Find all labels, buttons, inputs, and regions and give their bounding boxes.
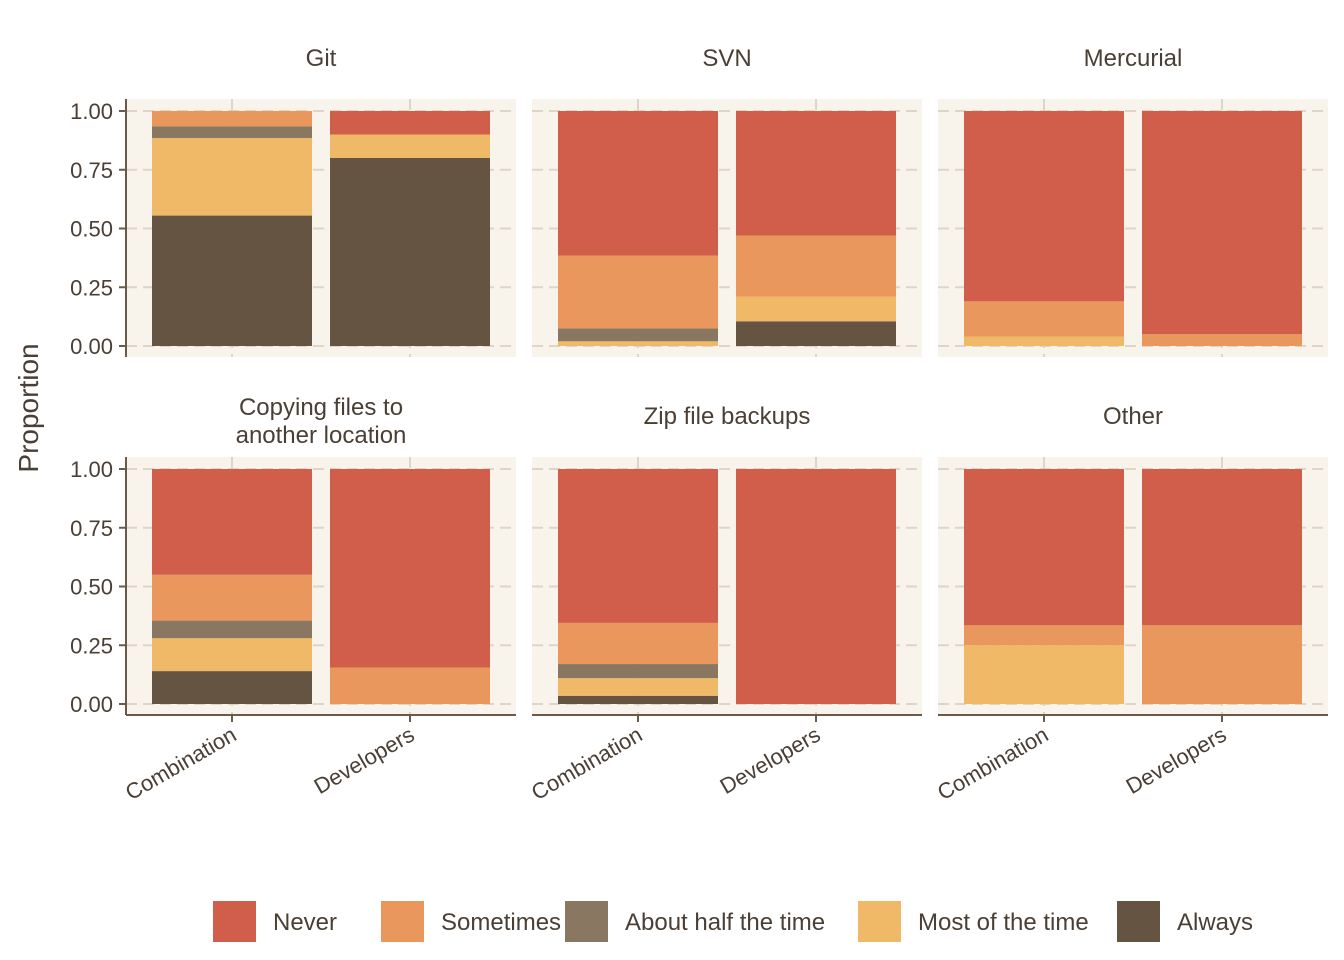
bar-segment-most-of-the-time-developers [330, 134, 490, 158]
legend-item-about-half-the-time: About half the time [565, 901, 825, 942]
bar-segment-never-combination [558, 111, 718, 256]
legend: Never Sometimes About half the time Most of… [213, 901, 1253, 942]
bar-segment-most-of-the-time-combination [152, 638, 312, 672]
bar-segment-sometimes-developers [1142, 625, 1302, 704]
bar-segment-about-half-the-time-combination [558, 664, 718, 679]
x-tick-label: Developers [310, 722, 419, 799]
bar-segment-sometimes-developers [736, 235, 896, 297]
bar-segment-always-developers [736, 321, 896, 346]
panel-title: Other [1103, 403, 1163, 430]
y-tick-label: 1.00 [70, 457, 113, 482]
bar-segment-most-of-the-time-developers [736, 296, 896, 322]
legend-item-always: Always [1117, 901, 1253, 942]
bar-segment-about-half-the-time-combination [152, 126, 312, 139]
legend-label: Most of the time [918, 909, 1089, 936]
bar-segment-never-combination [964, 469, 1124, 626]
legend-label: Sometimes [441, 909, 561, 936]
y-tick-label: 0.75 [70, 158, 113, 183]
legend-item-never: Never [213, 901, 337, 942]
bar-segment-sometimes-combination [152, 111, 312, 127]
y-axis-label: Proportion [13, 343, 44, 472]
legend-swatch [381, 901, 424, 942]
bar-segment-sometimes-combination [964, 301, 1124, 337]
bar-segment-sometimes-developers [1142, 334, 1302, 346]
panel-3: Mercurial [938, 45, 1328, 357]
legend-label: Never [273, 909, 337, 936]
x-tick-label: Developers [1122, 722, 1231, 799]
bar-segment-most-of-the-time-combination [964, 645, 1124, 704]
y-tick-label: 0.50 [70, 575, 113, 600]
x-axis: Combination Developers Combination Develope… [121, 714, 1328, 805]
legend-swatch [565, 901, 608, 942]
panel-title: Zip file backups [644, 403, 811, 430]
bar-segment-always-developers [330, 158, 490, 346]
legend-swatch [1117, 901, 1160, 942]
x-tick-label: Combination [527, 722, 646, 805]
bar-segment-never-developers [1142, 111, 1302, 335]
bar-segment-most-of-the-time-combination [964, 336, 1124, 346]
bar-segment-never-combination [964, 111, 1124, 302]
bar-segment-never-combination [152, 469, 312, 575]
y-tick-label: 0.75 [70, 516, 113, 541]
legend-item-most-of-the-time: Most of the time [858, 901, 1089, 942]
legend-label: About half the time [625, 909, 825, 936]
y-tick-label: 0.50 [70, 217, 113, 242]
legend-item-sometimes: Sometimes [381, 901, 561, 942]
chart-panels: Git SVN Mercurial Copying files to another l… [126, 45, 1328, 715]
legend-swatch [858, 901, 901, 942]
bar-segment-most-of-the-time-combination [558, 341, 718, 346]
bar-segment-sometimes-combination [152, 574, 312, 621]
bar-segment-sometimes-combination [558, 622, 718, 665]
x-tick-label: Combination [121, 722, 240, 805]
bar-segment-sometimes-developers [330, 667, 490, 704]
bar-segment-sometimes-combination [558, 255, 718, 329]
y-axis: 0.00 0.25 0.50 0.75 1.00 0.00 0.25 0.50 0.75 1.00 [70, 99, 127, 717]
x-tick-label: Developers [716, 722, 825, 799]
panel-6: Other [938, 403, 1328, 715]
legend-label: Always [1177, 909, 1253, 936]
bar-segment-never-developers [736, 469, 896, 704]
panel-2: SVN [532, 45, 922, 357]
y-tick-label: 0.25 [70, 275, 113, 300]
panel-5: Zip file backups [532, 403, 922, 715]
panel-title: Copying files to another location [236, 394, 407, 449]
bar-segment-sometimes-combination [964, 625, 1124, 646]
x-tick-label: Combination [933, 722, 1052, 805]
bar-segment-always-combination [152, 671, 312, 704]
y-tick-label: 0.00 [70, 334, 113, 359]
y-tick-label: 0.00 [70, 692, 113, 717]
panel-4: Copying files to another location [126, 394, 516, 715]
panel-title: Git [306, 45, 337, 72]
y-tick-label: 0.25 [70, 633, 113, 658]
bar-segment-about-half-the-time-combination [558, 328, 718, 342]
panel-title: SVN [702, 45, 751, 72]
panel-title: Mercurial [1084, 45, 1183, 72]
bar-segment-never-developers [330, 469, 490, 668]
bar-segment-never-developers [736, 111, 896, 236]
bar-segment-about-half-the-time-combination [152, 620, 312, 639]
bar-segment-always-combination [558, 695, 718, 704]
y-tick-label: 1.00 [70, 99, 113, 124]
bar-segment-never-combination [558, 469, 718, 623]
legend-swatch [213, 901, 256, 942]
bar-segment-never-developers [330, 111, 490, 135]
bar-segment-most-of-the-time-combination [152, 138, 312, 216]
panel-1: Git [126, 45, 516, 357]
bar-segment-most-of-the-time-combination [558, 678, 718, 696]
bar-segment-never-developers [1142, 469, 1302, 626]
bar-segment-always-combination [152, 215, 312, 346]
